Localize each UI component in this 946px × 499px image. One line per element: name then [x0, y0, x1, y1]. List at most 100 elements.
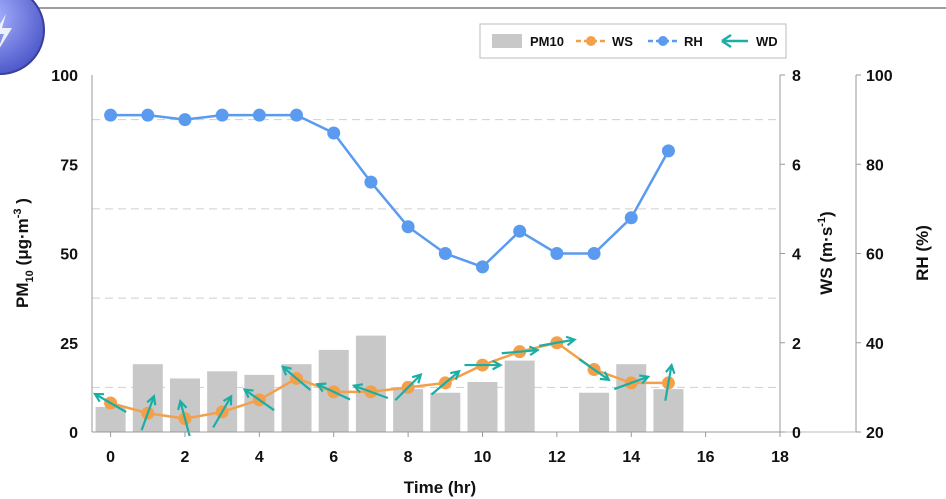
wd-arrow [212, 394, 233, 429]
ws-tick-label: 6 [792, 157, 801, 174]
rh-point [624, 211, 638, 225]
wd-arrow [315, 382, 351, 401]
rh-line [110, 113, 670, 269]
ws-axis-label: WS (m·s-1) [816, 211, 836, 294]
rh-point [178, 113, 192, 127]
rh-point [401, 220, 415, 234]
x-tick-label: 2 [181, 449, 190, 466]
wd-arrow-head [351, 383, 364, 394]
rh-point [141, 108, 155, 122]
ws-line [110, 341, 669, 420]
rh-point [438, 247, 452, 260]
wd-arrow [664, 362, 676, 401]
rh-point [513, 224, 527, 238]
x-tick-label: 4 [255, 449, 264, 466]
wd-arrow [242, 388, 275, 412]
rh-tick-label: 80 [866, 157, 884, 174]
x-tick-label: 6 [329, 449, 338, 466]
rh-point [364, 175, 378, 189]
rh-tick-label: 60 [866, 247, 884, 264]
rh-point [475, 260, 489, 274]
y-left-tick-label: 100 [51, 68, 78, 85]
x-tick-label: 8 [404, 449, 413, 466]
wd-arrow [351, 383, 389, 400]
wd-arrow-head [411, 373, 423, 384]
wd-arrow-shaft [394, 373, 422, 401]
rh-point [104, 108, 118, 122]
legend-label-pm10: PM10 [530, 34, 564, 49]
wd-arrow [501, 345, 540, 357]
wd-arrow-head [280, 365, 292, 376]
pm10-bar [579, 392, 610, 432]
wd-arrow [394, 373, 423, 401]
y-left-axis-label: PM10 (μg·m-3 ) [12, 198, 36, 308]
wd-arrow-shaft [613, 375, 649, 391]
legend-label-ws: WS [612, 34, 633, 49]
wd-arrow-shaft [501, 349, 538, 355]
wd-arrows [93, 335, 676, 437]
wd-arrow [613, 374, 651, 391]
y-left-tick-label: 25 [60, 336, 78, 353]
rh-point [661, 144, 675, 158]
x-tick-label: 18 [771, 449, 789, 466]
pm10-bar [504, 360, 535, 432]
wd-arrow-shaft [282, 366, 312, 391]
wd-arrow-head [93, 392, 105, 403]
ws-tick-label: 4 [792, 247, 801, 264]
wd-arrow-head [639, 374, 651, 385]
legend-label-wd: WD [756, 34, 778, 49]
y-left-tick-label: 75 [60, 157, 78, 174]
y-left-tick-label: 0 [69, 425, 78, 442]
pm10-bar [653, 389, 684, 432]
rh-tick-label: 40 [866, 336, 884, 353]
ws-tick-label: 8 [792, 68, 801, 85]
ws-tick-label: 0 [792, 425, 801, 442]
pm10-bar [132, 364, 163, 432]
wd-arrow-head [492, 359, 503, 371]
wd-arrow-head [242, 388, 254, 399]
rh-series [104, 108, 675, 274]
wd-arrow-head [315, 382, 327, 393]
rh-point [587, 247, 601, 260]
x-tick-label: 16 [697, 449, 715, 466]
pm10-bar [95, 407, 126, 432]
wd-arrow-shaft [578, 358, 610, 381]
wd-arrow-head [177, 399, 188, 411]
wd-arrow-shaft [316, 383, 351, 401]
pm10-bar [430, 392, 461, 432]
wd-arrow-head [146, 394, 157, 406]
wd-arrow [538, 335, 577, 347]
wd-arrow-shaft [140, 395, 155, 431]
wd-arrow-shaft [179, 400, 191, 437]
wd-arrow-shaft [353, 384, 389, 400]
rh-point [327, 126, 341, 140]
rh-point [550, 247, 564, 260]
x-tick-label: 10 [474, 449, 492, 466]
x-axis-label: Time (hr) [404, 478, 476, 497]
corner-logo-icon [0, 0, 45, 75]
rh-point [290, 108, 304, 122]
rh-axis-label: RH (%) [913, 225, 932, 281]
wd-arrow-head [528, 345, 540, 357]
x-tick-label: 14 [622, 449, 640, 466]
y-left-tick-label: 50 [60, 247, 78, 264]
pm10-bar [207, 371, 238, 432]
wd-arrow [140, 394, 157, 431]
ws-tick-label: 2 [792, 336, 801, 353]
wd-arrow-shaft [664, 364, 673, 401]
wd-arrow-shaft [430, 370, 460, 396]
x-tick-label: 0 [106, 449, 115, 466]
x-tick-label: 12 [548, 449, 566, 466]
wd-arrow-head [565, 335, 577, 347]
wd-arrow-head [665, 362, 676, 375]
wd-arrow-head [222, 394, 233, 406]
rh-point [252, 108, 266, 122]
legend: PM10 WS RH WD [479, 23, 787, 59]
wd-arrow-shaft [243, 388, 275, 412]
wd-arrow-shaft [538, 338, 575, 347]
grid [92, 119, 780, 388]
legend-label-rh: RH [684, 34, 703, 49]
pm10-bar [616, 364, 647, 432]
axes: 0 2 4 6 8 10 12 14 16 180255075100024682040608010… [51, 68, 893, 466]
